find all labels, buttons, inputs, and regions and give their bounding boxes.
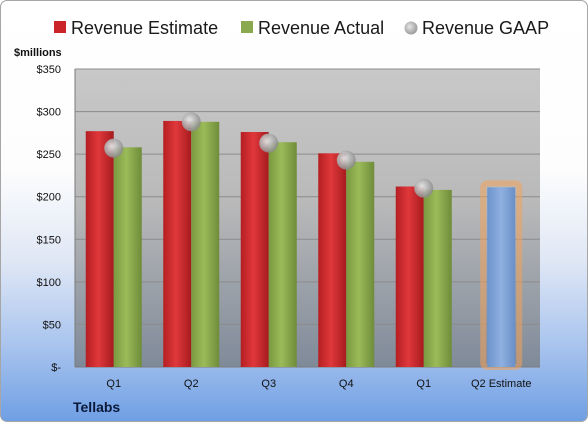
y-tick-label: $100	[37, 277, 61, 289]
legend-label-revenue-actual: Revenue Actual	[258, 18, 384, 38]
bar-revenue-estimate	[240, 132, 269, 367]
bar-revenue-estimate	[163, 120, 192, 368]
x-axis-ticks: Q1 Q2 Q3 Q4 Q1 Q2 Estimate	[106, 378, 531, 390]
y-tick-label: $-	[51, 362, 61, 374]
gridlines	[74, 68, 540, 368]
bar-revenue-actual	[346, 161, 375, 367]
bar-revenue-actual	[268, 142, 297, 367]
bar-revenue-forecast	[487, 187, 516, 367]
bar-revenue-actual	[191, 121, 220, 367]
gaap-marker	[104, 138, 124, 158]
company-name: Tellabs	[73, 399, 120, 415]
y-tick-label: $250	[37, 149, 61, 161]
bars	[85, 120, 523, 370]
bar-revenue-actual	[423, 189, 452, 367]
y-axis-ticks: $- $50 $100 $150 $200 $250 $300 $350	[37, 64, 62, 374]
x-tick-label: Q1	[416, 378, 431, 390]
bar-revenue-estimate	[85, 131, 114, 367]
legend-label-revenue-estimate: Revenue Estimate	[71, 18, 218, 38]
gaap-marker	[336, 150, 356, 170]
y-tick-label: $350	[37, 64, 61, 76]
x-tick-label: Q1	[106, 378, 121, 390]
x-tick-label: Q3	[261, 378, 276, 390]
gaap-marker	[181, 112, 201, 132]
bar-revenue-actual	[113, 147, 142, 367]
y-axis-unit-label: $millions	[14, 47, 62, 59]
legend: Revenue Estimate Revenue Actual Revenue …	[54, 18, 549, 38]
gaap-marker	[259, 133, 279, 153]
legend-swatch-revenue-actual	[241, 21, 253, 33]
bar-revenue-estimate	[318, 153, 347, 367]
legend-label-revenue-gaap: Revenue GAAP	[422, 18, 549, 38]
y-tick-label: $300	[37, 107, 61, 119]
legend-marker-revenue-gaap	[404, 21, 418, 35]
gaap-marker	[414, 178, 434, 198]
x-tick-label: Q2	[184, 378, 199, 390]
bar-revenue-estimate	[395, 186, 424, 367]
y-tick-label: $50	[43, 319, 61, 331]
plot-area	[75, 69, 540, 367]
x-tick-label: Q2 Estimate	[471, 378, 532, 390]
gaap-markers	[104, 112, 434, 198]
legend-swatch-revenue-estimate	[54, 21, 66, 33]
x-tick-label: Q4	[339, 378, 354, 390]
y-tick-label: $200	[37, 192, 61, 204]
y-tick-label: $150	[37, 234, 61, 246]
